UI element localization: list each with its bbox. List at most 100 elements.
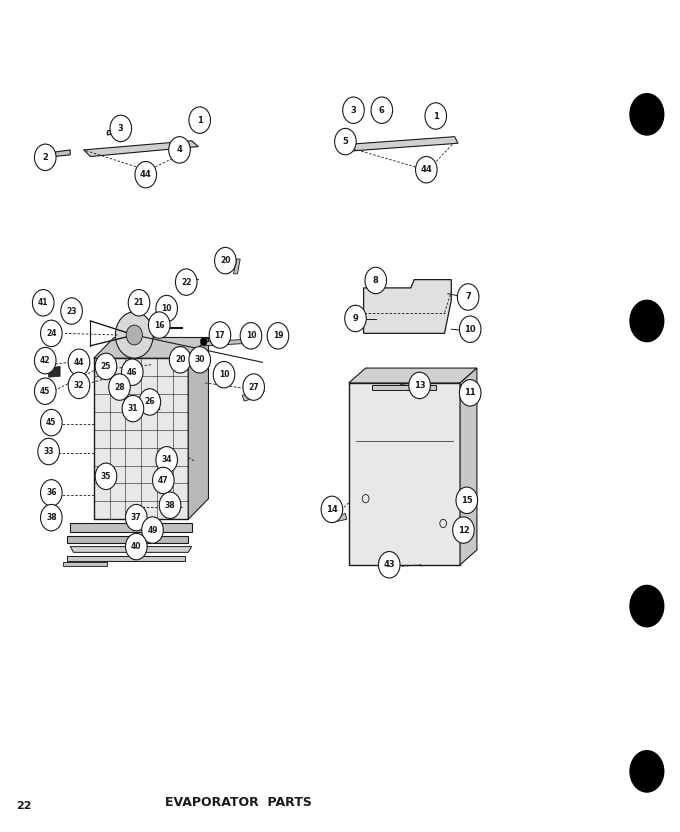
Polygon shape bbox=[364, 280, 452, 334]
Circle shape bbox=[215, 247, 236, 274]
Text: 1: 1 bbox=[197, 116, 203, 125]
Circle shape bbox=[630, 586, 664, 626]
Polygon shape bbox=[340, 136, 458, 151]
Text: 44: 44 bbox=[73, 358, 84, 367]
Text: 27: 27 bbox=[248, 383, 259, 392]
Circle shape bbox=[122, 359, 143, 385]
Text: 15: 15 bbox=[461, 496, 473, 505]
Circle shape bbox=[196, 359, 204, 369]
Circle shape bbox=[243, 374, 265, 400]
Text: 3: 3 bbox=[118, 124, 124, 133]
Circle shape bbox=[126, 533, 147, 560]
Polygon shape bbox=[107, 128, 121, 135]
Circle shape bbox=[41, 320, 62, 347]
Polygon shape bbox=[94, 338, 209, 358]
Circle shape bbox=[33, 290, 54, 316]
Polygon shape bbox=[242, 391, 258, 401]
Text: 25: 25 bbox=[101, 362, 111, 371]
Circle shape bbox=[68, 349, 90, 375]
Text: 44: 44 bbox=[140, 171, 152, 179]
Circle shape bbox=[175, 269, 197, 295]
Polygon shape bbox=[373, 110, 384, 116]
Polygon shape bbox=[84, 141, 199, 156]
Circle shape bbox=[456, 487, 477, 513]
Text: 6: 6 bbox=[379, 106, 385, 115]
Text: 46: 46 bbox=[127, 368, 137, 377]
Text: 12: 12 bbox=[458, 526, 469, 534]
Circle shape bbox=[148, 312, 170, 339]
Text: 36: 36 bbox=[46, 488, 56, 498]
Text: 21: 21 bbox=[134, 299, 144, 307]
Circle shape bbox=[415, 156, 437, 183]
Circle shape bbox=[379, 552, 400, 578]
Polygon shape bbox=[372, 384, 437, 389]
Circle shape bbox=[95, 463, 117, 489]
Circle shape bbox=[267, 323, 289, 349]
Polygon shape bbox=[188, 338, 209, 519]
Text: 38: 38 bbox=[165, 501, 175, 510]
Circle shape bbox=[122, 395, 143, 422]
Text: 49: 49 bbox=[148, 526, 158, 534]
Circle shape bbox=[175, 359, 184, 369]
Text: 24: 24 bbox=[46, 329, 56, 338]
Circle shape bbox=[109, 374, 131, 400]
Polygon shape bbox=[49, 366, 60, 377]
Text: 3: 3 bbox=[351, 106, 356, 115]
Circle shape bbox=[169, 136, 190, 163]
Circle shape bbox=[41, 479, 62, 506]
Polygon shape bbox=[333, 513, 347, 522]
Circle shape bbox=[240, 323, 262, 349]
Text: 33: 33 bbox=[44, 447, 54, 456]
Text: 16: 16 bbox=[154, 320, 165, 329]
Circle shape bbox=[345, 305, 367, 332]
Text: 22: 22 bbox=[181, 278, 192, 286]
Text: 35: 35 bbox=[101, 472, 111, 481]
Circle shape bbox=[156, 447, 177, 473]
FancyBboxPatch shape bbox=[349, 383, 460, 565]
Text: 34: 34 bbox=[161, 455, 172, 464]
Text: 32: 32 bbox=[73, 381, 84, 390]
Text: 19: 19 bbox=[273, 331, 283, 340]
Circle shape bbox=[35, 144, 56, 171]
Circle shape bbox=[141, 517, 163, 543]
Circle shape bbox=[41, 504, 62, 531]
Circle shape bbox=[41, 409, 62, 436]
Text: 22: 22 bbox=[16, 801, 32, 811]
Polygon shape bbox=[460, 368, 477, 565]
Text: 5: 5 bbox=[343, 137, 348, 146]
Circle shape bbox=[275, 338, 282, 346]
Circle shape bbox=[126, 325, 142, 345]
Polygon shape bbox=[70, 547, 192, 552]
Text: 10: 10 bbox=[245, 331, 256, 340]
Circle shape bbox=[335, 128, 356, 155]
Text: 37: 37 bbox=[131, 513, 141, 522]
Circle shape bbox=[321, 496, 343, 522]
Text: 43: 43 bbox=[384, 560, 395, 569]
Circle shape bbox=[630, 94, 664, 135]
Text: 45: 45 bbox=[40, 387, 50, 396]
Circle shape bbox=[460, 379, 481, 406]
Circle shape bbox=[95, 354, 117, 379]
Circle shape bbox=[35, 378, 56, 404]
Circle shape bbox=[61, 298, 82, 324]
Polygon shape bbox=[67, 557, 185, 561]
Circle shape bbox=[425, 103, 447, 129]
Text: 28: 28 bbox=[114, 383, 124, 392]
Circle shape bbox=[343, 97, 364, 123]
Circle shape bbox=[458, 284, 479, 310]
Polygon shape bbox=[67, 536, 188, 543]
Circle shape bbox=[201, 338, 207, 346]
Text: 20: 20 bbox=[175, 355, 186, 364]
Polygon shape bbox=[222, 255, 230, 271]
Polygon shape bbox=[349, 110, 360, 116]
Text: 10: 10 bbox=[161, 304, 172, 313]
Circle shape bbox=[453, 517, 474, 543]
Text: 44: 44 bbox=[420, 166, 432, 174]
Text: 8: 8 bbox=[373, 276, 379, 285]
Circle shape bbox=[129, 290, 150, 316]
Text: 1: 1 bbox=[433, 111, 439, 121]
Circle shape bbox=[191, 120, 199, 130]
Circle shape bbox=[214, 361, 235, 388]
Circle shape bbox=[156, 295, 177, 322]
Circle shape bbox=[460, 497, 466, 505]
